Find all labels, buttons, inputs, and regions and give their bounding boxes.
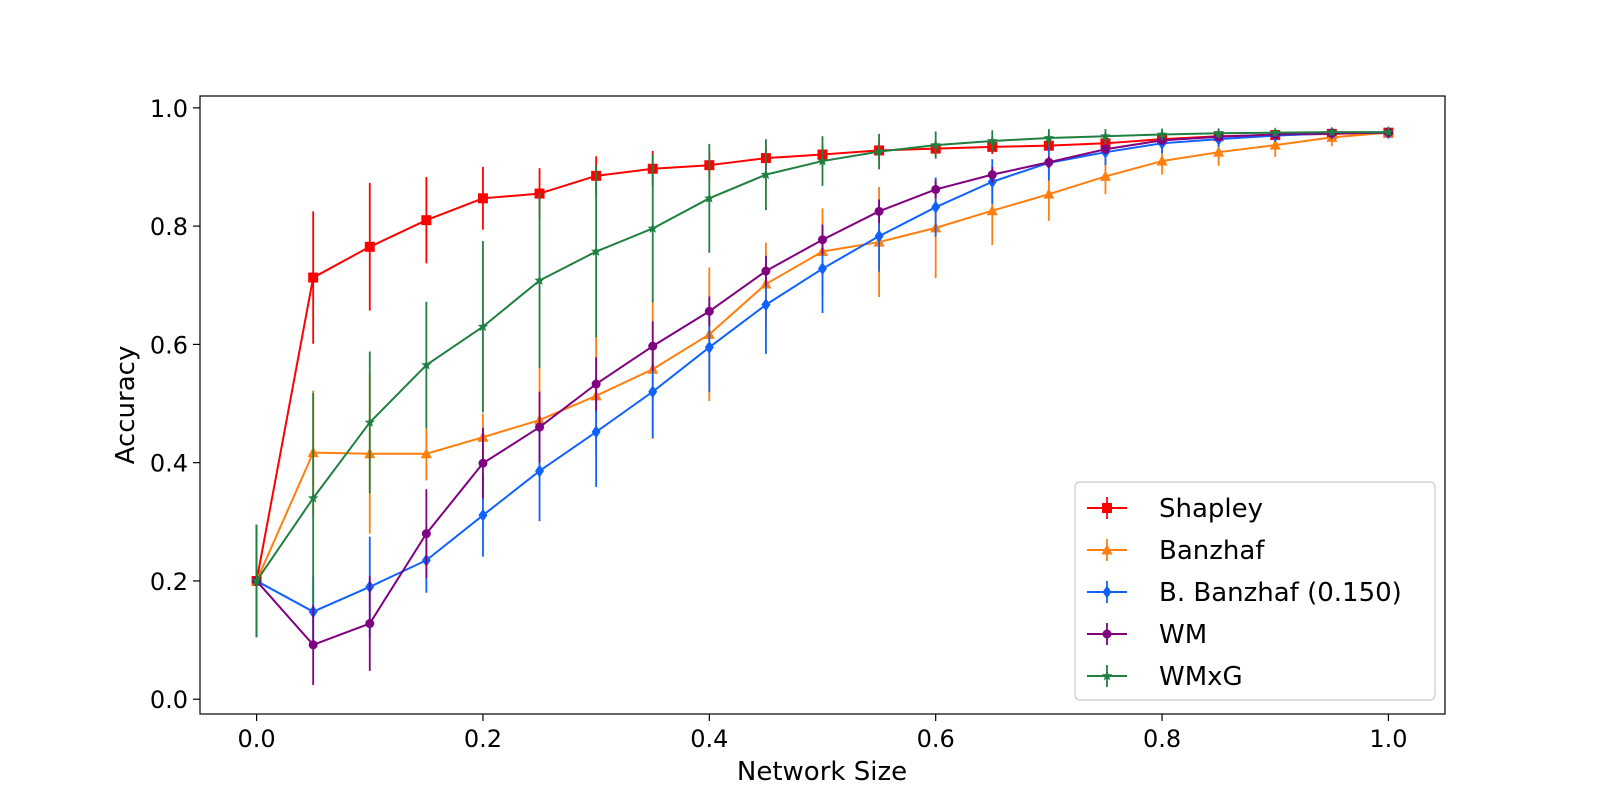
data-point — [648, 385, 658, 399]
data-point — [420, 447, 432, 459]
data-point — [1099, 170, 1111, 181]
data-point — [477, 193, 488, 204]
data-point — [986, 204, 998, 216]
data-point — [931, 184, 941, 194]
data-point — [818, 262, 827, 276]
y-tick-label: 0.8 — [150, 213, 188, 241]
x-tick-label: 0.2 — [464, 725, 502, 753]
data-point — [1044, 157, 1054, 167]
legend-item: B. Banzhaf (0.150) — [1087, 578, 1402, 608]
y-tick-label: 1.0 — [150, 95, 188, 123]
x-axis-label: Network Size — [737, 757, 907, 787]
legend-label: WMxG — [1159, 662, 1243, 692]
legend-marker — [1102, 585, 1112, 599]
x-tick-label: 0.4 — [690, 725, 728, 753]
data-point — [251, 575, 262, 586]
y-axis: 0.0 0.2 0.4 0.6 0.8 1.0 — [150, 95, 200, 714]
plot-frame — [199, 95, 1446, 715]
data-point — [535, 464, 545, 478]
data-point — [590, 246, 602, 256]
x-tick-label: 1.0 — [1369, 725, 1407, 753]
data-point — [1269, 139, 1281, 150]
data-point — [1270, 127, 1281, 138]
data-point — [704, 340, 714, 354]
legend-marker — [1101, 670, 1113, 681]
legend-item: WMxG — [1087, 662, 1243, 692]
data-point — [1043, 188, 1055, 199]
y-tick-label: 0.6 — [150, 331, 188, 359]
data-point — [760, 169, 772, 180]
data-point — [1213, 146, 1225, 157]
data-point — [987, 135, 998, 146]
legend-marker — [1102, 629, 1112, 639]
legend-marker — [1102, 503, 1112, 513]
data-point — [534, 275, 545, 285]
data-point — [704, 192, 715, 203]
data-point — [761, 266, 771, 276]
legend-label: Shapley — [1159, 494, 1263, 524]
data-point — [308, 272, 319, 283]
data-point — [647, 222, 658, 233]
x-tick-label: 0.0 — [238, 725, 276, 753]
data-point — [704, 306, 714, 316]
data-point — [931, 200, 941, 214]
data-point — [1043, 132, 1055, 143]
y-tick-label: 0.2 — [150, 568, 188, 596]
data-point — [1156, 155, 1168, 166]
data-point — [591, 425, 601, 439]
data-point — [874, 206, 884, 216]
data-point — [307, 492, 319, 503]
data-point — [364, 416, 375, 427]
data-point — [421, 529, 431, 539]
x-tick-label: 0.8 — [1143, 725, 1181, 753]
series-wmxg — [251, 126, 1394, 638]
legend-item: WM — [1087, 620, 1207, 650]
data-point — [1326, 126, 1338, 137]
data-point — [365, 619, 375, 629]
legend-item: Shapley — [1087, 494, 1263, 524]
legend-label: Banzhaf — [1159, 536, 1265, 566]
data-point — [308, 640, 318, 650]
data-point — [364, 241, 375, 252]
data-point — [478, 508, 488, 522]
data-point — [535, 422, 545, 432]
data-point — [1383, 126, 1394, 137]
y-tick-label: 0.0 — [150, 686, 188, 714]
data-point — [761, 298, 771, 312]
data-point — [478, 458, 488, 468]
data-point — [818, 235, 827, 245]
data-point — [1100, 130, 1111, 141]
data-point — [874, 229, 884, 243]
x-tick-label: 0.6 — [917, 725, 955, 753]
y-axis-label: Accuracy — [111, 346, 141, 465]
data-point — [817, 155, 828, 166]
data-point — [873, 146, 885, 157]
legend-label: WM — [1159, 620, 1207, 650]
data-point — [1156, 128, 1168, 139]
data-point — [648, 341, 658, 351]
data-point — [421, 359, 432, 370]
data-point — [1100, 144, 1110, 154]
legend-label: B. Banzhaf (0.150) — [1159, 578, 1402, 608]
legend: Shapley Banzhaf B. Banzhaf (0.150) WM WMxG — [1074, 481, 1436, 701]
y-tick-label: 0.4 — [150, 450, 188, 478]
legend-box — [1074, 481, 1436, 701]
data-point — [591, 379, 601, 389]
legend-item: Banzhaf — [1087, 536, 1265, 566]
data-point — [421, 215, 432, 226]
data-point — [930, 139, 941, 150]
x-axis: 0.0 0.2 0.4 0.6 0.8 1.0 — [238, 714, 1407, 753]
data-point — [477, 321, 489, 332]
plot-area — [251, 126, 1394, 686]
data-point — [987, 170, 997, 180]
data-point — [1213, 127, 1224, 138]
legend-marker — [1101, 544, 1113, 555]
